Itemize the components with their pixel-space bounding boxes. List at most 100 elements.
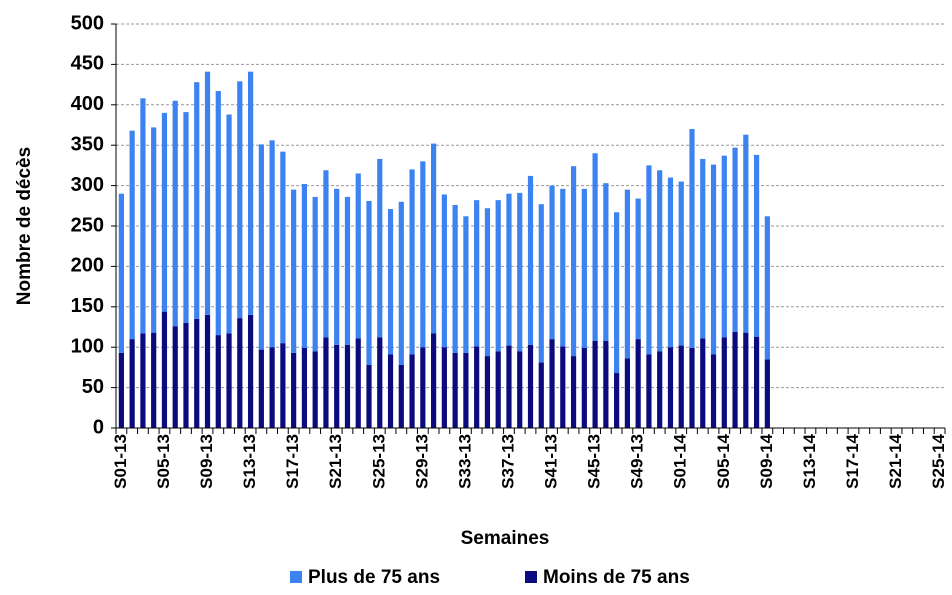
x-tick-label: S21-14 (886, 433, 905, 488)
bar-segment (334, 344, 340, 428)
bar-segment (334, 188, 340, 345)
bar-segment (452, 352, 458, 428)
bar-segment (624, 189, 630, 359)
y-tick-label: 500 (71, 12, 104, 34)
bar-segment (635, 198, 641, 340)
bar-segment (258, 144, 264, 350)
bar-segment (764, 216, 770, 360)
bar-segment (710, 164, 717, 355)
bar-segment (570, 166, 577, 357)
x-tick-label: S09-13 (197, 434, 216, 489)
y-tick-label: 450 (71, 53, 104, 75)
x-tick-label: S17-14 (843, 433, 862, 488)
bar-segment (161, 311, 168, 428)
bar-segment (237, 81, 243, 319)
bar-segment (603, 183, 609, 341)
bar-segment (689, 348, 695, 428)
bar-segment (538, 362, 544, 428)
x-tick-label: S41-13 (542, 434, 561, 489)
bar-segment (753, 154, 760, 337)
bar-segment (667, 347, 674, 428)
bar-segment (301, 348, 308, 428)
x-tick-label: S13-13 (240, 434, 259, 489)
x-tick-label: S13-14 (800, 433, 819, 488)
bar-segment (409, 169, 415, 355)
bar-segment (291, 352, 297, 428)
bar-segment (280, 151, 286, 344)
bar-segment (506, 345, 512, 428)
bar-segment (247, 71, 254, 315)
bar-segment (151, 332, 157, 428)
bar-segment (560, 188, 566, 347)
bar-segment (678, 181, 684, 346)
bar-segment (377, 158, 383, 338)
bar-segment (129, 130, 135, 340)
x-axis-label: Semaines (461, 528, 550, 549)
bar-segment (140, 98, 146, 334)
bar-segment (452, 204, 458, 353)
bar-segment (140, 333, 146, 428)
bar-segment (204, 71, 211, 315)
bar-segment (118, 193, 124, 353)
bar-segment (312, 351, 318, 428)
x-tick-label: S01-14 (671, 433, 690, 488)
bar-segment (549, 339, 555, 428)
bar-segment (517, 192, 523, 352)
bar-segment (398, 364, 404, 428)
legend-label: Moins de 75 ans (543, 567, 690, 588)
bar-segment (743, 332, 749, 428)
bar-segment (280, 343, 286, 428)
bar-segment (172, 100, 178, 327)
bar-segment (431, 143, 437, 334)
y-axis-label: Nombre de décès (14, 147, 35, 305)
bar-segment (194, 82, 200, 319)
bar-segment (420, 161, 426, 348)
x-tick-label: S05-14 (714, 433, 733, 488)
bar-segment (678, 345, 684, 428)
bar-segment (581, 348, 587, 428)
x-tick-label: S01-13 (111, 434, 130, 489)
bar-segment (409, 354, 415, 428)
y-tick-label: 400 (71, 93, 104, 115)
x-tick-label: S17-13 (283, 434, 302, 489)
bar-segment (118, 352, 124, 428)
bar-segment (764, 359, 770, 428)
x-tick-label: S25-13 (369, 434, 388, 489)
bar-segment (743, 134, 749, 333)
y-tick-label: 200 (71, 255, 104, 277)
bar-segment (700, 158, 706, 339)
legend-swatch (290, 571, 302, 583)
bar-segment (344, 196, 351, 345)
bar-segment (570, 356, 577, 428)
bar-segment (204, 314, 211, 428)
bar-segment (592, 153, 598, 341)
bar-segment (387, 354, 394, 428)
bar-segment (753, 336, 760, 428)
bar-segment (657, 170, 663, 352)
bar-segment (527, 175, 534, 345)
bar-segment (646, 165, 652, 355)
bar-segment (323, 170, 329, 338)
bar-segment (657, 351, 663, 428)
bar-segment (366, 364, 372, 428)
bar-segment (226, 114, 232, 334)
bar-segment (592, 340, 598, 428)
legend-label: Plus de 75 ans (308, 567, 440, 588)
bar-segment (269, 140, 275, 348)
x-tick-label: S25-14 (929, 433, 948, 488)
x-tick-label: S33-13 (455, 434, 474, 489)
bar-segment (624, 358, 630, 428)
bar-segment (431, 333, 437, 428)
bar-segment (183, 322, 189, 428)
bar-segment (463, 216, 469, 353)
x-tick-label: S45-13 (585, 434, 604, 489)
bar-segment (172, 326, 178, 428)
x-tick-label: S37-13 (498, 434, 517, 489)
bar-segment (721, 155, 727, 338)
bar-segment (441, 347, 447, 428)
bar-segment (732, 331, 738, 428)
bar-segment (560, 346, 566, 428)
bar-segment (215, 91, 221, 336)
y-tick-label: 150 (71, 295, 104, 317)
